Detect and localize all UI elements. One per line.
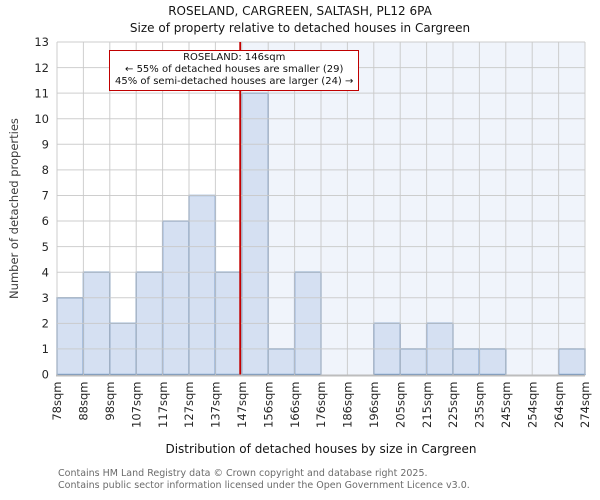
y-tick-label: 12 [34,61,49,75]
chart-title: ROSELAND, CARGREEN, SALTASH, PL12 6PA [168,4,432,18]
x-axis-title: Distribution of detached houses by size … [165,442,477,456]
bar [188,194,217,376]
x-tick-label: 147sqm [235,382,249,428]
y-tick-label: 10 [34,112,49,126]
roseland-annotation: ROSELAND: 146sqm ← 55% of detached house… [109,50,360,91]
x-tick-label: 225sqm [446,382,460,428]
x-tick-label: 166sqm [288,382,302,428]
x-tick-label: 88sqm [77,382,91,421]
y-tick-label: 8 [42,163,49,177]
x-tick-label: 176sqm [314,382,328,428]
y-tick-label: 4 [42,265,49,279]
x-tick-label: 137sqm [209,382,223,428]
footer-line-2: Contains public sector information licen… [58,479,470,491]
y-tick-label: 2 [42,317,49,331]
footer-line-1: Contains HM Land Registry data © Crown c… [58,468,428,479]
x-tick-label: 245sqm [499,382,513,428]
x-tick-label: 205sqm [393,382,407,428]
y-axis-title: Number of detached properties [7,118,21,299]
y-tick-label: 0 [42,368,49,382]
footer-attribution: Contains HM Land Registry data © Crown c… [58,468,470,492]
bar [478,348,507,376]
bar [452,348,481,376]
y-tick-label: 11 [34,86,49,100]
x-tick-label: 98sqm [103,382,117,421]
annotation-smaller-stat: ← 55% of detached houses are smaller (29… [125,64,344,75]
x-tick-label: 127sqm [182,382,196,428]
bar [557,348,586,376]
x-tick-label: 215sqm [420,382,434,428]
x-tick-label: 254sqm [525,382,539,428]
y-tick-label: 1 [42,342,49,356]
bar [56,297,85,376]
x-tick-label: 107sqm [129,382,143,428]
y-tick-label: 13 [34,35,49,49]
y-tick-label: 5 [42,240,49,254]
y-tick-label: 6 [42,214,49,228]
x-tick-label: 117sqm [156,382,170,428]
bar [267,348,296,376]
bar [241,92,269,376]
x-tick-label: 156sqm [261,382,275,428]
x-tick-label: 78sqm [50,382,64,421]
chart-subtitle: Size of property relative to detached ho… [129,21,471,35]
larger-region-shade [240,42,586,375]
y-tick-label: 7 [42,189,49,203]
x-tick-label: 274sqm [578,382,592,428]
x-tick-label: 196sqm [367,382,381,428]
annotation-property-size: ROSELAND: 146sqm [183,52,286,63]
x-tick-label: 186sqm [341,382,355,428]
bar [399,348,428,376]
y-tick-label: 9 [42,138,49,152]
y-tick-label: 3 [42,291,49,305]
annotation-larger-stat: 45% of semi-detached houses are larger (… [115,76,354,87]
x-tick-label: 264sqm [552,382,566,428]
x-tick-label: 235sqm [473,381,487,427]
